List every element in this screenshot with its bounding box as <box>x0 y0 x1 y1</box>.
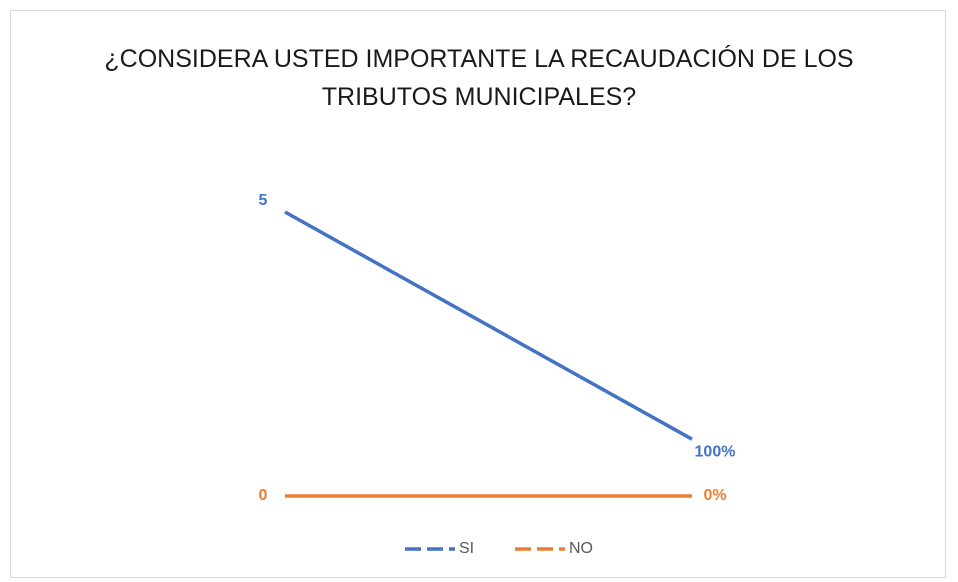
series-line <box>284 210 693 441</box>
data-label: 0 <box>259 487 268 504</box>
chart-title: ¿CONSIDERA USTED IMPORTANTE LA RECAUDACI… <box>104 45 854 111</box>
legend-label: NO <box>569 540 593 557</box>
data-label: 5 <box>259 192 268 209</box>
legend-label: SI <box>459 540 474 557</box>
data-label: 0% <box>703 487 726 504</box>
data-label: 100% <box>695 443 736 460</box>
chart-frame <box>10 10 946 578</box>
